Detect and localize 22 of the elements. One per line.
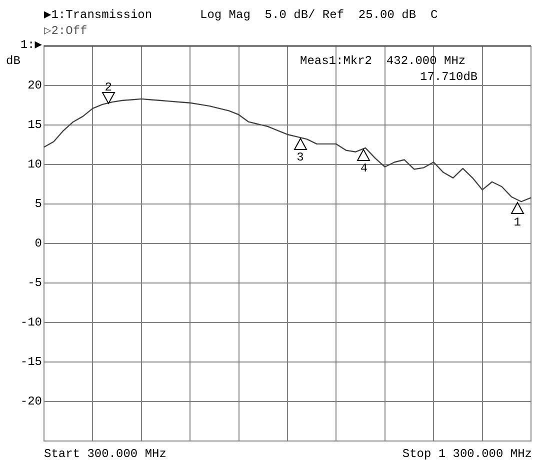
y-tick-label: 20	[28, 78, 42, 93]
y-tick-label: -15	[20, 355, 42, 370]
annotation: 1	[514, 215, 521, 230]
text: Stop 1 300.000 MHz	[402, 447, 532, 461]
y-tick-label: 10	[28, 158, 42, 172]
annotation: 2	[104, 80, 112, 95]
y-tick-label: -5	[28, 276, 42, 290]
y-tick-label: 0	[34, 236, 42, 251]
chart-title: ▶1:Transmission	[44, 8, 152, 22]
text: Start 300.000 MHz	[44, 447, 166, 461]
annotation: 17.710dB	[420, 70, 478, 84]
y-tick-label: 15	[28, 118, 42, 132]
ref-line-label: 1:▶	[20, 38, 43, 52]
y-tick-label: -20	[20, 394, 42, 409]
y-axis-title: dB	[6, 54, 20, 68]
y-tick-label: 5	[34, 197, 42, 212]
y-tick-label: -10	[20, 316, 42, 330]
annotation: 4	[360, 162, 368, 176]
chart-subtitle: ▷2:Off	[44, 24, 88, 38]
annotation: 3	[296, 150, 304, 165]
text: Log Mag 5.0 dB/ Ref 25.00 dB C	[200, 8, 438, 22]
annotation: Meas1:Mkr2 432.000 MHz	[300, 54, 466, 68]
